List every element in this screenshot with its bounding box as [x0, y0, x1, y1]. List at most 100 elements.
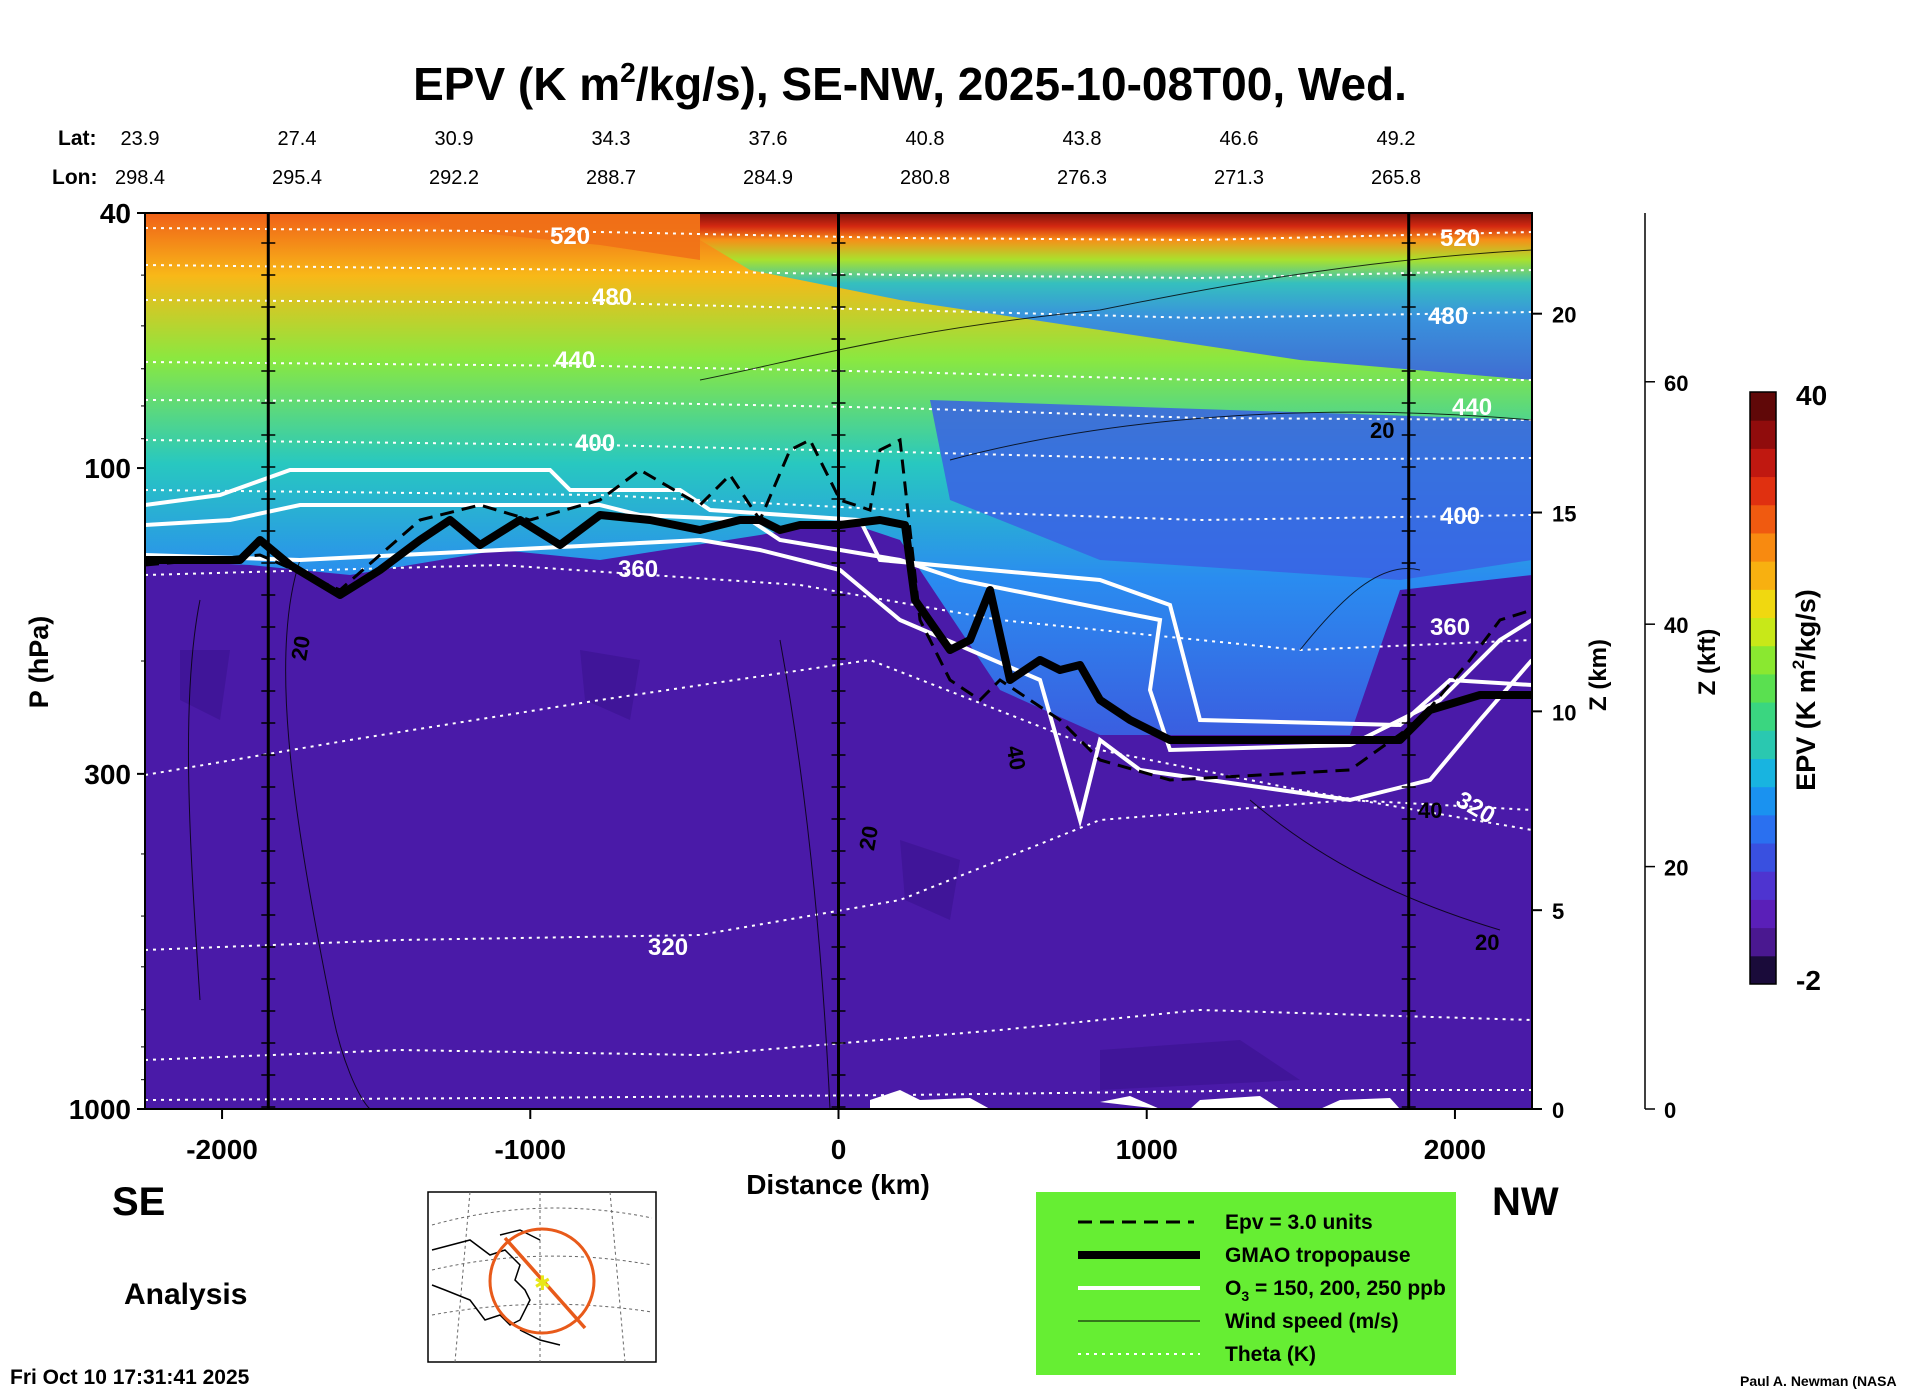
wind-contour-1: [699, 249, 1532, 381]
credit: Paul A. Newman (NASA: [1740, 1373, 1897, 1389]
y-axis-label: P (hPa): [24, 616, 54, 709]
theta-label-360-left: 360: [618, 556, 658, 583]
legend-label-wind: Wind speed (m/s): [1225, 1310, 1399, 1333]
wind-contour-4: [285, 559, 371, 1109]
lat-value: 37.6: [749, 128, 788, 150]
endpoint-se: SE: [112, 1180, 165, 1224]
lat-value: 49.2: [1377, 128, 1416, 150]
z-km-label: Z (km): [1585, 639, 1612, 711]
colorbar: [1750, 392, 1776, 985]
z-kft-tick-label: 60: [1664, 371, 1688, 396]
theta-label-440-right: 440: [1452, 394, 1492, 421]
wind-label-20-d: 20: [1475, 930, 1499, 955]
colorbar-segment: [1750, 730, 1776, 759]
lon-value: 265.8: [1371, 167, 1421, 189]
wind-contour-3: [1299, 568, 1421, 651]
theta-contour-300: [145, 1089, 1532, 1101]
latitude-row: 23.9 27.4 30.9 34.3 37.6 40.8 43.8 46.6 49.2: [121, 128, 1416, 150]
gmao-tropopause: [145, 511, 1532, 744]
colorbar-segment: [1750, 392, 1776, 421]
theta-label-520-right: 520: [1440, 225, 1480, 252]
legend-label-ozone: O3 = 150, 200, 250 ppb: [1225, 1277, 1446, 1304]
stratosphere-top-right: [700, 213, 1532, 380]
x-tick-label: 1000: [1116, 1134, 1178, 1165]
lat-value: 27.4: [278, 128, 317, 150]
z-kft-tick-label: 40: [1664, 613, 1688, 638]
z-km-tick-label: 5: [1552, 899, 1564, 924]
theta-contour-340: [145, 658, 1532, 831]
lat-value: 43.8: [1063, 128, 1102, 150]
colorbar-segment: [1750, 955, 1776, 985]
analysis-label: Analysis: [124, 1278, 247, 1311]
colorbar-segment: [1750, 420, 1776, 449]
colorbar-segment: [1750, 504, 1776, 534]
z-km-tick-label: 0: [1552, 1098, 1564, 1123]
z-kft-tick-label: 0: [1664, 1098, 1676, 1123]
distance-axis-ticks: -2000 -1000 0 1000 2000: [186, 1109, 1486, 1165]
map-center-marker: ✱: [534, 1273, 551, 1295]
wind-contour-6: [1249, 799, 1501, 931]
colorbar-segment: [1750, 899, 1776, 929]
lon-value: 280.8: [900, 167, 950, 189]
theta-label-360-right: 360: [1430, 614, 1470, 641]
theta-label-480-right: 480: [1428, 303, 1468, 330]
lon-value: 292.2: [429, 167, 479, 189]
theta-contour-310: [145, 1008, 1532, 1061]
colorbar-segment: [1750, 617, 1776, 647]
theta-label-400-right: 400: [1440, 503, 1480, 530]
colorbar-max-label: 40: [1796, 380, 1827, 411]
lat-value: 23.9: [121, 128, 160, 150]
theta-label-400-left: 400: [575, 430, 615, 457]
lon-value: 284.9: [743, 167, 793, 189]
z-km-tick-label: 20: [1552, 303, 1576, 328]
endpoint-nw: NW: [1492, 1180, 1559, 1224]
z-km-axis-ticks: 0 5 10 15 20: [1532, 303, 1576, 1123]
map-range-circle: [488, 1227, 596, 1335]
wind-label-20-b: 20: [286, 634, 315, 662]
legend: Epv = 3.0 units GMAO tropopause O3 = 150…: [1036, 1192, 1456, 1375]
wind-contour-2: [949, 411, 1532, 461]
x-tick-label: 0: [831, 1134, 847, 1165]
lon-value: 288.7: [586, 167, 636, 189]
lat-value: 46.6: [1220, 128, 1259, 150]
colorbar-label: EPV (K m2/kg/s): [1789, 589, 1821, 791]
wind-label-20-c: 20: [854, 824, 883, 852]
legend-label-tropopause: GMAO tropopause: [1225, 1244, 1411, 1267]
map-coastline: [431, 1229, 561, 1346]
z-km-tick-label: 15: [1552, 502, 1576, 527]
legend-label-theta: Theta (K): [1225, 1343, 1316, 1366]
deep-purple-patches: [180, 650, 1300, 1090]
marker-lines: [261, 213, 1416, 1109]
surface-white-blobs: [870, 1090, 1400, 1109]
ozone-contour-200: [145, 503, 1532, 753]
colorbar-segment: [1750, 673, 1776, 703]
z-kft-tick-label: 20: [1664, 856, 1688, 881]
x-axis-label: Distance (km): [746, 1169, 930, 1200]
lon-value: 271.3: [1214, 167, 1264, 189]
theta-contour-labels: 520 520 480 480 440 440 400 400 360 360 …: [550, 223, 1500, 961]
wind-label-40-a: 40: [1002, 744, 1031, 772]
theta-label-320-left: 320: [648, 934, 688, 961]
colorbar-segment: [1750, 843, 1776, 872]
y-tick-label: 100: [84, 453, 131, 484]
lon-value: 298.4: [115, 167, 165, 189]
z-kft-axis-ticks: 0 20 40 60: [1645, 371, 1688, 1123]
pressure-axis-ticks: 40 100 300 1000: [69, 198, 145, 1125]
colorbar-segment: [1750, 871, 1776, 900]
colorbar-segment: [1750, 476, 1776, 506]
y-tick-label: 300: [84, 759, 131, 790]
colorbar-segment: [1750, 532, 1776, 562]
lon-label: Lon:: [52, 166, 97, 189]
lat-value: 34.3: [592, 128, 631, 150]
colorbar-segment: [1750, 561, 1776, 590]
epv-3-contour: [145, 437, 1532, 782]
theta-label-520-left: 520: [550, 223, 590, 250]
colorbar-segment: [1750, 927, 1776, 957]
mid-blue-band: [930, 400, 1532, 580]
theta-label-480-left: 480: [592, 284, 632, 311]
longitude-row: 298.4 295.4 292.2 288.7 284.9 280.8 276.3 271.3…: [115, 167, 1421, 189]
colorbar-min-label: -2: [1796, 965, 1821, 996]
lat-value: 30.9: [435, 128, 474, 150]
colorbar-segment: [1750, 786, 1776, 816]
